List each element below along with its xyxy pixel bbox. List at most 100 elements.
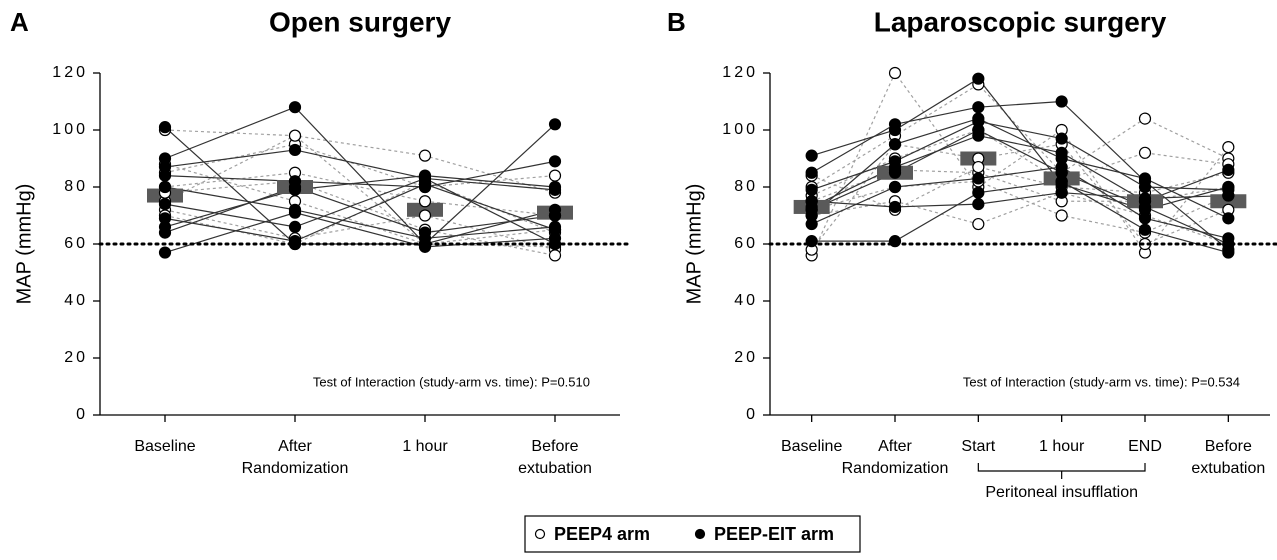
x-tick-label: END bbox=[1128, 438, 1162, 455]
patient-point bbox=[972, 160, 985, 174]
patient-point bbox=[805, 183, 818, 196]
patient-point bbox=[888, 138, 902, 151]
patient-point bbox=[972, 186, 985, 199]
legend-label: PEEP-EIT arm bbox=[714, 524, 834, 544]
patient-line bbox=[164, 180, 556, 256]
patient-line bbox=[811, 143, 1229, 251]
panel-letter: B bbox=[667, 7, 686, 37]
x-tick-label: Baseline bbox=[781, 438, 842, 455]
x-tick-label: Before bbox=[531, 438, 578, 455]
bracket bbox=[977, 463, 1146, 479]
y-tick-label: 40 bbox=[734, 292, 758, 309]
x-tick-label: Randomization bbox=[842, 460, 949, 477]
x-tick-label: 1 hour bbox=[402, 438, 448, 455]
patient-point bbox=[158, 246, 172, 259]
patient-point bbox=[418, 169, 432, 182]
patient-point bbox=[1055, 166, 1068, 179]
legend-label: PEEP4 arm bbox=[554, 524, 650, 544]
patient-line bbox=[811, 166, 1229, 211]
patient-point bbox=[1055, 209, 1068, 222]
patient-line bbox=[164, 212, 556, 254]
annotation: Test of Interaction (study-arm vs. time)… bbox=[313, 374, 590, 389]
patient-point bbox=[548, 169, 562, 182]
patient-point bbox=[1138, 146, 1152, 159]
y-tick-label: 100 bbox=[722, 121, 758, 138]
patient-line bbox=[164, 174, 556, 228]
legend-marker bbox=[534, 528, 546, 540]
x-tick-label: Before bbox=[1205, 438, 1252, 455]
patient-point bbox=[972, 72, 985, 85]
patient-point bbox=[288, 129, 302, 142]
patient-point bbox=[805, 149, 818, 162]
y-tick-label: 40 bbox=[64, 292, 88, 309]
patient-point bbox=[1222, 189, 1235, 202]
patient-point bbox=[805, 203, 818, 216]
y-tick-label: 120 bbox=[52, 64, 88, 81]
patient-line bbox=[811, 129, 1229, 197]
patient-line bbox=[164, 186, 556, 234]
patient-point bbox=[158, 220, 172, 233]
y-tick-label: 20 bbox=[64, 349, 88, 366]
patient-point bbox=[288, 206, 302, 219]
patient-line bbox=[811, 180, 1229, 234]
patient-line bbox=[811, 192, 1229, 245]
patient-point bbox=[888, 166, 902, 179]
patient-point bbox=[1055, 95, 1068, 108]
patient-point bbox=[548, 249, 562, 262]
y-axis-label: MAP (mmHg) bbox=[683, 184, 705, 305]
patient-point bbox=[418, 226, 432, 239]
chart-title: Laparoscopic surgery bbox=[874, 6, 1167, 37]
patient-point bbox=[972, 172, 985, 185]
x-tick-label: Randomization bbox=[242, 460, 349, 477]
y-tick-label: 0 bbox=[746, 406, 758, 423]
patient-point bbox=[972, 123, 985, 137]
patient-point bbox=[288, 101, 302, 114]
x-tick-label: extubation bbox=[518, 460, 592, 477]
patient-point bbox=[548, 209, 562, 222]
patient-point bbox=[288, 183, 302, 196]
patient-point bbox=[548, 118, 562, 131]
patient-point bbox=[158, 198, 172, 211]
patient-point bbox=[418, 195, 432, 208]
patient-point bbox=[888, 200, 902, 214]
patient-point bbox=[158, 121, 172, 134]
patient-point bbox=[972, 101, 985, 114]
patient-point bbox=[548, 232, 562, 245]
patient-point bbox=[1222, 163, 1235, 176]
patient-point bbox=[1222, 141, 1235, 154]
patient-point bbox=[888, 118, 902, 131]
patient-point bbox=[972, 198, 985, 211]
patient-line bbox=[164, 106, 556, 245]
patient-point bbox=[1055, 132, 1068, 145]
patient-point bbox=[1138, 200, 1152, 214]
patient-point bbox=[1138, 172, 1152, 185]
y-tick-label: 80 bbox=[734, 178, 758, 195]
panel-letter: A bbox=[10, 7, 29, 37]
patient-point bbox=[888, 180, 902, 194]
patient-point bbox=[288, 220, 302, 233]
patient-line bbox=[164, 183, 556, 242]
x-tick-label: Baseline bbox=[134, 438, 195, 455]
patient-point bbox=[1138, 112, 1152, 125]
patient-line bbox=[164, 149, 556, 245]
x-tick-label: After bbox=[878, 438, 912, 455]
x-tick-label: 1 hour bbox=[1039, 438, 1085, 455]
patient-point bbox=[1055, 186, 1068, 199]
y-tick-label: 60 bbox=[64, 235, 88, 252]
patient-point bbox=[1138, 212, 1152, 225]
patient-line bbox=[811, 83, 1229, 188]
x-tick-label: After bbox=[278, 438, 312, 455]
x-tick-label: extubation bbox=[1191, 460, 1265, 477]
y-tick-label: 80 bbox=[64, 178, 88, 195]
patient-line bbox=[164, 186, 556, 239]
patient-line bbox=[164, 177, 556, 228]
legend-marker bbox=[694, 528, 706, 540]
patient-point bbox=[1222, 212, 1235, 225]
y-tick-label: 100 bbox=[52, 121, 88, 138]
patient-line bbox=[164, 160, 556, 188]
patient-line bbox=[811, 166, 1229, 239]
patient-line bbox=[811, 71, 1229, 256]
patient-point bbox=[888, 66, 902, 80]
patient-point bbox=[972, 217, 985, 231]
